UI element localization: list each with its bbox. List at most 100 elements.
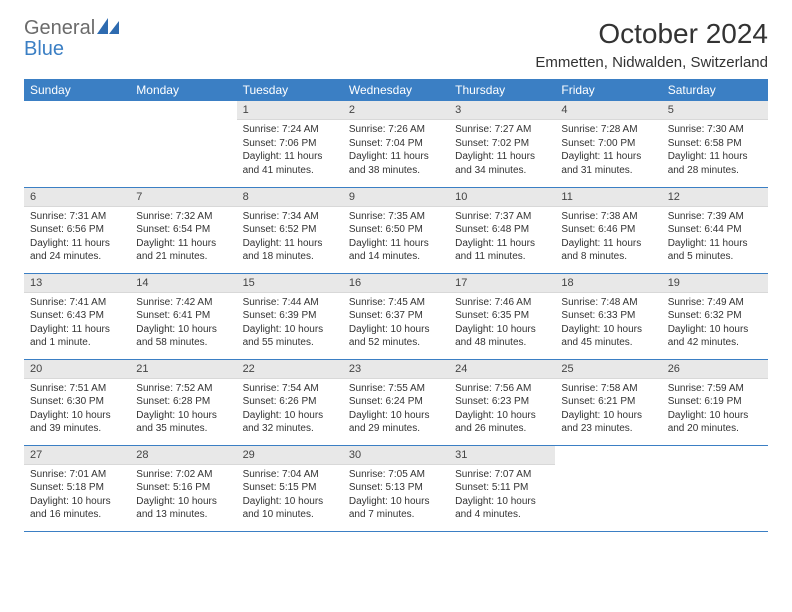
calendar-day-cell: 12Sunrise: 7:39 AMSunset: 6:44 PMDayligh… <box>662 187 768 273</box>
day-number: 1 <box>237 101 343 120</box>
day-details: Sunrise: 7:55 AMSunset: 6:24 PMDaylight:… <box>343 379 449 442</box>
day-details: Sunrise: 7:59 AMSunset: 6:19 PMDaylight:… <box>662 379 768 442</box>
weekday-header: Sunday <box>24 79 130 101</box>
calendar-day-cell: 6Sunrise: 7:31 AMSunset: 6:56 PMDaylight… <box>24 187 130 273</box>
day-number: 28 <box>130 446 236 465</box>
day-number: 29 <box>237 446 343 465</box>
day-number: 20 <box>24 360 130 379</box>
day-details: Sunrise: 7:35 AMSunset: 6:50 PMDaylight:… <box>343 207 449 270</box>
month-title: October 2024 <box>535 18 768 50</box>
day-details: Sunrise: 7:56 AMSunset: 6:23 PMDaylight:… <box>449 379 555 442</box>
weekday-header: Wednesday <box>343 79 449 101</box>
calendar-day-cell: 25Sunrise: 7:58 AMSunset: 6:21 PMDayligh… <box>555 359 661 445</box>
day-details: Sunrise: 7:04 AMSunset: 5:15 PMDaylight:… <box>237 465 343 528</box>
day-number: 19 <box>662 274 768 293</box>
day-number: 24 <box>449 360 555 379</box>
weekday-header: Friday <box>555 79 661 101</box>
day-details: Sunrise: 7:41 AMSunset: 6:43 PMDaylight:… <box>24 293 130 356</box>
weekday-header: Thursday <box>449 79 555 101</box>
day-number: 2 <box>343 101 449 120</box>
calendar-row: 20Sunrise: 7:51 AMSunset: 6:30 PMDayligh… <box>24 359 768 445</box>
location: Emmetten, Nidwalden, Switzerland <box>535 54 768 71</box>
day-number: 12 <box>662 188 768 207</box>
day-details: Sunrise: 7:45 AMSunset: 6:37 PMDaylight:… <box>343 293 449 356</box>
day-details: Sunrise: 7:24 AMSunset: 7:06 PMDaylight:… <box>237 120 343 183</box>
day-number: 27 <box>24 446 130 465</box>
calendar-table: SundayMondayTuesdayWednesdayThursdayFrid… <box>24 79 768 532</box>
day-number: 10 <box>449 188 555 207</box>
day-details: Sunrise: 7:30 AMSunset: 6:58 PMDaylight:… <box>662 120 768 183</box>
calendar-day-cell: 27Sunrise: 7:01 AMSunset: 5:18 PMDayligh… <box>24 445 130 531</box>
day-number: 30 <box>343 446 449 465</box>
day-number: 4 <box>555 101 661 120</box>
calendar-day-cell: 11Sunrise: 7:38 AMSunset: 6:46 PMDayligh… <box>555 187 661 273</box>
day-number: 14 <box>130 274 236 293</box>
calendar-day-cell: 10Sunrise: 7:37 AMSunset: 6:48 PMDayligh… <box>449 187 555 273</box>
day-details: Sunrise: 7:44 AMSunset: 6:39 PMDaylight:… <box>237 293 343 356</box>
calendar-day-cell: 5Sunrise: 7:30 AMSunset: 6:58 PMDaylight… <box>662 101 768 187</box>
calendar-day-cell: 26Sunrise: 7:59 AMSunset: 6:19 PMDayligh… <box>662 359 768 445</box>
day-number: 17 <box>449 274 555 293</box>
day-number: 23 <box>343 360 449 379</box>
day-details: Sunrise: 7:07 AMSunset: 5:11 PMDaylight:… <box>449 465 555 528</box>
day-number: 31 <box>449 446 555 465</box>
day-number: 22 <box>237 360 343 379</box>
day-number: 26 <box>662 360 768 379</box>
calendar-day-cell: 2Sunrise: 7:26 AMSunset: 7:04 PMDaylight… <box>343 101 449 187</box>
day-details: Sunrise: 7:32 AMSunset: 6:54 PMDaylight:… <box>130 207 236 270</box>
day-number: 3 <box>449 101 555 120</box>
day-details: Sunrise: 7:31 AMSunset: 6:56 PMDaylight:… <box>24 207 130 270</box>
day-number: 13 <box>24 274 130 293</box>
title-block: October 2024 Emmetten, Nidwalden, Switze… <box>535 18 768 71</box>
calendar-day-cell: 23Sunrise: 7:55 AMSunset: 6:24 PMDayligh… <box>343 359 449 445</box>
calendar-header-row: SundayMondayTuesdayWednesdayThursdayFrid… <box>24 79 768 101</box>
calendar-day-cell: 19Sunrise: 7:49 AMSunset: 6:32 PMDayligh… <box>662 273 768 359</box>
header: General Blue October 2024 Emmetten, Nidw… <box>24 18 768 71</box>
day-number: 7 <box>130 188 236 207</box>
calendar-day-cell: 1Sunrise: 7:24 AMSunset: 7:06 PMDaylight… <box>237 101 343 187</box>
calendar-day-cell: 3Sunrise: 7:27 AMSunset: 7:02 PMDaylight… <box>449 101 555 187</box>
calendar-day-cell: 15Sunrise: 7:44 AMSunset: 6:39 PMDayligh… <box>237 273 343 359</box>
day-number: 15 <box>237 274 343 293</box>
weekday-header: Tuesday <box>237 79 343 101</box>
day-number: 11 <box>555 188 661 207</box>
day-details: Sunrise: 7:49 AMSunset: 6:32 PMDaylight:… <box>662 293 768 356</box>
day-number: 18 <box>555 274 661 293</box>
calendar-row: 1Sunrise: 7:24 AMSunset: 7:06 PMDaylight… <box>24 101 768 187</box>
calendar-day-cell: 28Sunrise: 7:02 AMSunset: 5:16 PMDayligh… <box>130 445 236 531</box>
calendar-day-cell: 4Sunrise: 7:28 AMSunset: 7:00 PMDaylight… <box>555 101 661 187</box>
weekday-header: Saturday <box>662 79 768 101</box>
day-number: 25 <box>555 360 661 379</box>
day-details: Sunrise: 7:48 AMSunset: 6:33 PMDaylight:… <box>555 293 661 356</box>
calendar-day-cell: 17Sunrise: 7:46 AMSunset: 6:35 PMDayligh… <box>449 273 555 359</box>
logo-text-blue: Blue <box>24 38 64 60</box>
day-number: 16 <box>343 274 449 293</box>
calendar-empty-cell <box>130 101 236 187</box>
day-details: Sunrise: 7:28 AMSunset: 7:00 PMDaylight:… <box>555 120 661 183</box>
calendar-row: 13Sunrise: 7:41 AMSunset: 6:43 PMDayligh… <box>24 273 768 359</box>
calendar-day-cell: 21Sunrise: 7:52 AMSunset: 6:28 PMDayligh… <box>130 359 236 445</box>
logo-text-general: General <box>24 17 95 39</box>
day-details: Sunrise: 7:39 AMSunset: 6:44 PMDaylight:… <box>662 207 768 270</box>
day-details: Sunrise: 7:27 AMSunset: 7:02 PMDaylight:… <box>449 120 555 183</box>
day-number: 5 <box>662 101 768 120</box>
day-details: Sunrise: 7:02 AMSunset: 5:16 PMDaylight:… <box>130 465 236 528</box>
day-number: 21 <box>130 360 236 379</box>
weekday-header: Monday <box>130 79 236 101</box>
calendar-empty-cell <box>24 101 130 187</box>
day-details: Sunrise: 7:26 AMSunset: 7:04 PMDaylight:… <box>343 120 449 183</box>
calendar-day-cell: 13Sunrise: 7:41 AMSunset: 6:43 PMDayligh… <box>24 273 130 359</box>
day-details: Sunrise: 7:05 AMSunset: 5:13 PMDaylight:… <box>343 465 449 528</box>
calendar-day-cell: 14Sunrise: 7:42 AMSunset: 6:41 PMDayligh… <box>130 273 236 359</box>
calendar-day-cell: 16Sunrise: 7:45 AMSunset: 6:37 PMDayligh… <box>343 273 449 359</box>
calendar-day-cell: 29Sunrise: 7:04 AMSunset: 5:15 PMDayligh… <box>237 445 343 531</box>
calendar-empty-cell <box>555 445 661 531</box>
day-details: Sunrise: 7:46 AMSunset: 6:35 PMDaylight:… <box>449 293 555 356</box>
calendar-day-cell: 7Sunrise: 7:32 AMSunset: 6:54 PMDaylight… <box>130 187 236 273</box>
logo-sail-icon <box>97 18 119 39</box>
calendar-day-cell: 9Sunrise: 7:35 AMSunset: 6:50 PMDaylight… <box>343 187 449 273</box>
day-details: Sunrise: 7:58 AMSunset: 6:21 PMDaylight:… <box>555 379 661 442</box>
day-details: Sunrise: 7:54 AMSunset: 6:26 PMDaylight:… <box>237 379 343 442</box>
calendar-day-cell: 8Sunrise: 7:34 AMSunset: 6:52 PMDaylight… <box>237 187 343 273</box>
calendar-row: 6Sunrise: 7:31 AMSunset: 6:56 PMDaylight… <box>24 187 768 273</box>
